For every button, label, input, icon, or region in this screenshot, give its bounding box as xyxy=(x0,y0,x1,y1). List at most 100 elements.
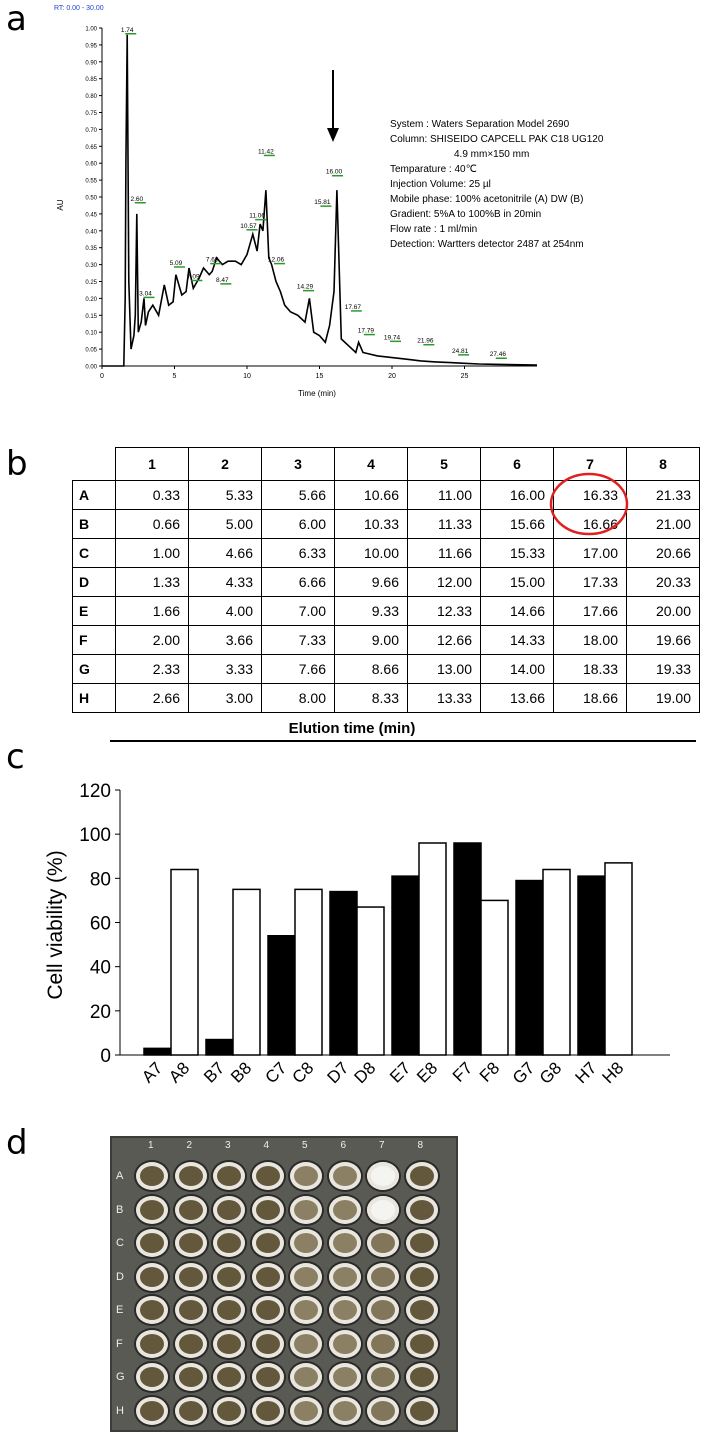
plate-well xyxy=(367,1329,399,1358)
plate-row-label: E xyxy=(116,1304,124,1316)
table-cell: 15.00 xyxy=(480,567,554,597)
table-cell: 3.33 xyxy=(188,654,262,684)
table-cell: 12.00 xyxy=(407,567,481,597)
table-column-header: 8 xyxy=(626,447,700,481)
viability-y-tick-label: 120 xyxy=(79,781,111,802)
plate-well xyxy=(290,1229,322,1257)
table-cell: 13.66 xyxy=(480,683,554,713)
chromatogram-y-tick-label: 0.80 xyxy=(85,94,97,100)
plate-column-label: 6 xyxy=(340,1140,347,1151)
peak-label: 24.81 xyxy=(452,348,469,355)
table-cell: 5.00 xyxy=(188,509,262,539)
table-cell: 18.00 xyxy=(553,625,627,655)
plate-well xyxy=(136,1396,168,1425)
table-cell: 14.00 xyxy=(480,654,554,684)
table-cell: 4.00 xyxy=(188,596,262,626)
table-cell: 19.66 xyxy=(626,625,700,655)
table-cell: 2.33 xyxy=(115,654,189,684)
plate-well xyxy=(251,1195,284,1224)
chromatogram-y-tick-label: 0.50 xyxy=(85,196,97,202)
plate-well xyxy=(136,1162,168,1190)
table-cell: 14.66 xyxy=(480,596,554,626)
chromatogram-y-tick-label: 0.95 xyxy=(85,43,97,49)
viability-category-label: D8 xyxy=(351,1058,380,1087)
peak-label: 10.57 xyxy=(240,223,257,230)
plate-well xyxy=(213,1162,245,1190)
plate-well xyxy=(290,1296,322,1324)
plate-row-label: B xyxy=(116,1203,124,1216)
table-cell: 20.33 xyxy=(626,567,700,597)
table-cell: 1.33 xyxy=(115,567,189,597)
plate-well xyxy=(213,1329,245,1358)
chromatogram-y-tick-label: 0.30 xyxy=(85,263,97,269)
table-column-header: 1 xyxy=(115,447,189,481)
peak-label: 11.42 xyxy=(258,148,274,155)
viability-bar xyxy=(267,935,296,1056)
highlight-ring xyxy=(549,472,629,536)
plate-well xyxy=(367,1195,399,1224)
panel-label-b: b xyxy=(6,444,28,484)
plate-well xyxy=(251,1162,284,1190)
table-cell: 20.66 xyxy=(626,538,700,568)
conditions-line: System : Waters Separation Model 2690 xyxy=(390,119,570,130)
table-column-header: 2 xyxy=(188,447,262,481)
panel-label-c: c xyxy=(6,737,25,777)
table-cell: 3.66 xyxy=(188,625,262,655)
plate-well xyxy=(405,1329,438,1358)
viability-category-label: H7 xyxy=(572,1058,601,1087)
conditions-line: Column: SHISEIDO CAPCELL PAK C18 UG120 xyxy=(390,134,604,145)
chromatogram-x-tick-label: 20 xyxy=(388,373,396,380)
plate-well xyxy=(174,1229,207,1257)
plate-well xyxy=(367,1162,399,1190)
viability-bar xyxy=(356,906,385,1056)
viability-category-label: E7 xyxy=(386,1058,414,1086)
peak-label: 5.09 xyxy=(170,260,183,267)
table-cell: 16.33 xyxy=(553,480,627,510)
table-cell: 17.00 xyxy=(553,538,627,568)
table-cell: 11.66 xyxy=(407,538,481,568)
plate-well xyxy=(290,1162,322,1190)
table-cell: 15.33 xyxy=(480,538,554,568)
plate-well xyxy=(405,1262,438,1291)
viability-y-label: Cell viability (%) xyxy=(44,850,67,999)
table-corner xyxy=(73,448,116,481)
plate-well xyxy=(174,1296,207,1324)
conditions-line: Detection: Wartters detector 2487 at 254… xyxy=(390,239,584,250)
plate-well xyxy=(367,1229,399,1257)
peak-label: 8.47 xyxy=(216,277,229,284)
chromatogram-y-tick-label: 0.35 xyxy=(85,246,97,252)
peak-arrow-head xyxy=(327,128,339,142)
plate-well xyxy=(174,1363,207,1391)
plate-well xyxy=(405,1396,438,1425)
table-cell: 2.66 xyxy=(115,683,189,713)
plate-row-label: H xyxy=(116,1404,124,1417)
elution-underline xyxy=(110,740,696,742)
plate-well xyxy=(405,1195,438,1224)
viability-y-tick-label: 100 xyxy=(79,825,111,846)
table-cell: 20.00 xyxy=(626,596,700,626)
plate-row-label: G xyxy=(116,1371,125,1383)
plate-well xyxy=(251,1329,284,1358)
peak-label: 17.67 xyxy=(345,304,362,311)
chromatogram-header: RT: 0.00 - 30.00 xyxy=(54,5,104,12)
conditions-line: Mobile phase: 100% acetonitrile (A) DW (… xyxy=(390,194,583,205)
plate-well xyxy=(367,1262,399,1291)
plate-well xyxy=(290,1396,322,1425)
plate-well xyxy=(136,1329,168,1358)
viability-category-label: B7 xyxy=(200,1058,228,1086)
plate-well xyxy=(405,1229,438,1257)
viability-category-label: D7 xyxy=(324,1058,353,1087)
viability-category-label: C8 xyxy=(289,1058,318,1087)
table-cell: 3.00 xyxy=(188,683,262,713)
peak-label: 16.00 xyxy=(326,169,343,176)
plate-row-label: C xyxy=(116,1237,124,1249)
table-cell: 13.33 xyxy=(407,683,481,713)
chromatogram-y-tick-label: 0.40 xyxy=(85,229,97,235)
table-row-label: E xyxy=(72,596,116,626)
viability-bar xyxy=(418,842,447,1056)
table-column-header: 4 xyxy=(334,447,408,481)
chromatogram-y-tick-label: 0.55 xyxy=(85,179,97,185)
chromatogram-y-tick-label: 0.65 xyxy=(85,145,97,151)
table-row: G 2.33 3.33 7.66 8.66 13.00 14.00 18.33 19.33 xyxy=(72,654,700,684)
